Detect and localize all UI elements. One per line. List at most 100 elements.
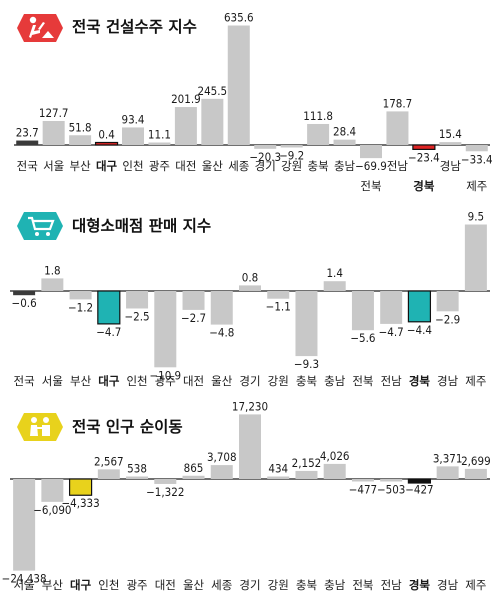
category-label-서울: 서울 [14,578,35,592]
value-label-서울: 127.7 [39,106,69,120]
value-label-전남: 178.7 [383,96,413,110]
bar-경남 [436,466,459,479]
value-label-대구: −4.7 [96,325,121,339]
bar-경기 [239,285,261,291]
bar-서울 [42,120,65,145]
bar-대전 [154,479,177,484]
value-label-대전: 201.9 [171,92,201,106]
bar-충남 [333,139,356,145]
category-label-인천: 인천 [98,578,119,592]
people-icon [17,413,63,441]
bar-충북 [307,123,330,145]
bar-제주 [464,224,487,291]
value-label-강원: 434 [268,462,288,476]
value-label-광주: 11.1 [148,128,171,142]
category-label-경남: 경남 [440,159,462,173]
value-label-광주: 538 [127,462,147,476]
category-label-전북: 전북 [352,578,373,592]
bar-서울 [13,479,36,571]
bar-전남 [386,111,409,145]
value-label-울산: 245.5 [198,84,228,98]
value-label-충남: 28.4 [333,125,356,139]
value-label-세종: 3,708 [207,450,237,464]
category-label-충북: 충북 [308,159,329,173]
construction-title: 전국 건설수주 지수 [72,18,197,36]
bar-부산 [69,291,92,300]
bar-강원 [280,145,303,148]
bar-충북 [295,291,318,357]
category-label-대전: 대전 [175,159,196,173]
retail-chart: −0.6 전국 1.8 서울 −1.2 부산 −4.7 대구 −2.5 인천 −10.9광주 −2.7… [10,210,490,388]
category-label-충남: 충남 [324,578,346,592]
value-label-제주: −33.4 [461,152,493,166]
bar-전남 [380,291,403,324]
bar-충북 [295,470,318,479]
bar-세종 [227,25,250,145]
bar-서울 [41,278,64,291]
category-label-경북: 경북 [409,578,431,592]
shopping-cart-icon [17,212,63,240]
category-label-울산: 울산 [183,578,205,592]
value-label-경북: −23.4 [408,150,440,164]
category-label-광주: 광주 [149,159,170,173]
value-label-강원: −9.2 [279,149,304,163]
bar-세종 [210,465,233,479]
value-label-강원: −1.1 [266,300,291,314]
value-label-경남: 15.4 [439,127,462,141]
bar-전남 [380,479,403,482]
value-label-충북: 2,152 [292,456,322,470]
category-label-전남: 전남 [381,374,403,388]
category-label-세종: 세종 [211,578,232,592]
bar-강원 [267,476,290,479]
population-title: 전국 인구 순이동 [72,418,183,436]
value-label-전북: −477 [349,483,377,497]
value-label-제주: 9.5 [468,210,484,224]
value-label-대구: 0.4 [98,128,114,142]
bar-대전 [182,291,205,310]
category-label-울산: 울산 [211,374,233,388]
value-label-경북: −4.4 [407,323,432,337]
category-label-광주: 광주 [126,578,147,592]
panel-construction: 전국 건설수주 지수 23.7 전국 127.7 서울 51.8 부산 0.4 대구 93.4 인… [14,11,493,193]
category-label-경북: 경북 [413,179,435,193]
value-label-전남: −4.7 [379,325,404,339]
category-label-대전: 대전 [155,578,176,592]
value-label-경북: −427 [405,483,433,497]
value-label-전남: −503 [377,483,405,497]
category-label-강원: 강원 [281,159,302,173]
bar-제주 [464,468,487,479]
category-label-경북: 경북 [409,374,431,388]
category-label-충남: 충남 [324,374,346,388]
category-label-서울: 서울 [43,159,64,173]
category-label-대전: 대전 [183,374,204,388]
category-label-광주: 광주 [155,374,176,388]
category-label-전국: 전국 [17,159,38,173]
value-label-전북: −5.6 [350,331,375,345]
category-label-경남: 경남 [437,578,459,592]
panel-retail: 대형소매점 판매 지수 −0.6 전국 1.8 서울 −1.2 부산 −4.7 대구 −2.5 인… [10,210,490,388]
value-label-울산: −4.8 [209,326,234,340]
bar-경기 [239,414,261,479]
value-label-인천: 2,567 [94,454,124,468]
bar-울산 [210,291,233,325]
category-label-제주: 제주 [465,374,486,388]
construction-worker-icon [17,14,63,42]
category-label-인천: 인천 [126,374,147,388]
value-label-충남: 1.4 [326,266,342,280]
bar-경남 [436,291,459,312]
value-label-부산: −6,090 [33,503,71,517]
value-label-세종: 635.6 [224,11,254,25]
bar-부산 [41,479,64,502]
bar-대구 [97,290,121,325]
construction-chart: 23.7 전국 127.7 서울 51.8 부산 0.4 대구 93.4 인천 11.1 광주 201.… [14,11,493,193]
category-label-부산: 부산 [70,374,92,388]
category-label-대구: 대구 [70,578,92,592]
category-label-전북: 전북 [352,374,373,388]
category-label-강원: 강원 [268,374,289,388]
bar-경기 [254,145,277,149]
category-label-경기: 경기 [239,374,260,388]
bar-대구 [68,478,93,496]
bar-광주 [126,476,149,479]
